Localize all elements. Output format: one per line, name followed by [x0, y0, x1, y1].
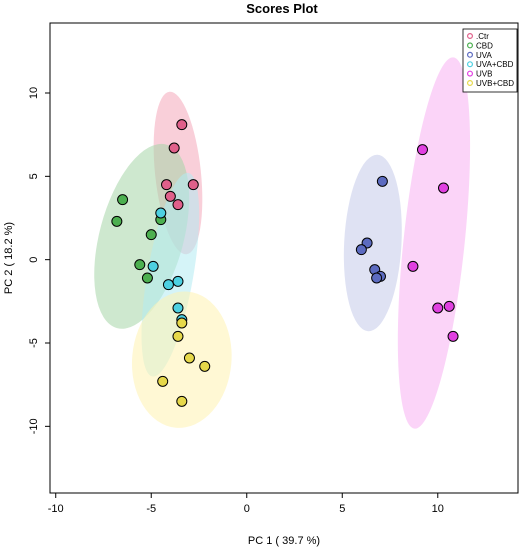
y-axis: -10 -5 0 5 10 — [28, 87, 50, 434]
point-s0-4 — [164, 190, 176, 202]
legend-label-5: UVB+CBD — [476, 79, 514, 88]
legend-marker-1 — [467, 42, 474, 49]
legend-label-0: .Ctr — [476, 32, 489, 41]
y-axis-title: PC 2 ( 18.2 %) — [3, 222, 15, 294]
point-s1-5 — [141, 272, 153, 284]
point-s0-2 — [161, 179, 173, 191]
point-s0-3 — [187, 179, 199, 191]
legend-label-3: UVA+CBD — [476, 60, 514, 69]
point-s2-0 — [376, 175, 388, 187]
x-tick-label-0: -10 — [48, 503, 64, 515]
point-s3-2 — [162, 279, 174, 291]
ellipse-2 — [343, 154, 402, 332]
x-axis-title: PC 1 ( 39.7 %) — [248, 535, 320, 547]
point-s4-0 — [416, 144, 428, 156]
legend-marker-5 — [467, 79, 474, 86]
plot-frame — [49, 22, 519, 494]
ellipse-4 — [397, 57, 471, 429]
x-tick-label-3: 5 — [339, 503, 345, 515]
point-s5-3 — [199, 360, 211, 372]
legend-marker-2 — [467, 51, 474, 58]
point-s4-4 — [432, 302, 444, 314]
data-points — [111, 119, 459, 407]
point-s3-4 — [172, 302, 184, 314]
y-tick-label-3: 5 — [28, 173, 40, 179]
point-s2-2 — [355, 244, 367, 256]
point-s5-0 — [176, 317, 188, 329]
legend-marker-3 — [467, 61, 474, 68]
point-s0-5 — [172, 199, 184, 211]
point-s0-0 — [176, 119, 188, 131]
point-s5-4 — [157, 375, 169, 387]
legend-marker-4 — [467, 70, 474, 77]
y-tick-label-2: 0 — [28, 257, 40, 263]
x-tick-label-4: 10 — [432, 503, 444, 515]
ellipse-5 — [131, 291, 232, 428]
point-s1-1 — [111, 215, 123, 227]
legend-label-1: CBD — [476, 41, 493, 50]
point-s4-1 — [438, 182, 450, 194]
y-tick-label-0: -10 — [28, 418, 40, 434]
point-s3-1 — [147, 260, 159, 272]
point-s4-3 — [443, 300, 455, 312]
y-tick-label-1: -5 — [28, 338, 40, 348]
legend-label-4: UVB — [476, 70, 492, 79]
point-s3-0 — [155, 207, 167, 219]
chart-title: Scores Plot — [246, 1, 318, 16]
point-s5-5 — [176, 395, 188, 407]
x-axis: -10 -5 0 5 10 — [48, 493, 444, 515]
y-tick-label-4: 10 — [28, 87, 40, 99]
point-s3-3 — [172, 275, 184, 287]
point-s5-2 — [183, 352, 195, 364]
point-s2-5 — [371, 272, 383, 284]
point-s4-2 — [407, 260, 419, 272]
legend-marker-0 — [467, 32, 474, 39]
confidence-ellipses — [94, 57, 471, 429]
point-s1-0 — [117, 194, 129, 206]
point-s1-4 — [134, 259, 146, 271]
point-s1-2 — [145, 229, 157, 241]
legend-label-2: UVA — [476, 51, 493, 60]
point-s4-5 — [447, 330, 459, 342]
point-s5-1 — [172, 330, 184, 342]
x-tick-label-1: -5 — [146, 503, 156, 515]
point-s0-1 — [168, 142, 180, 154]
x-tick-label-2: 0 — [244, 503, 250, 515]
